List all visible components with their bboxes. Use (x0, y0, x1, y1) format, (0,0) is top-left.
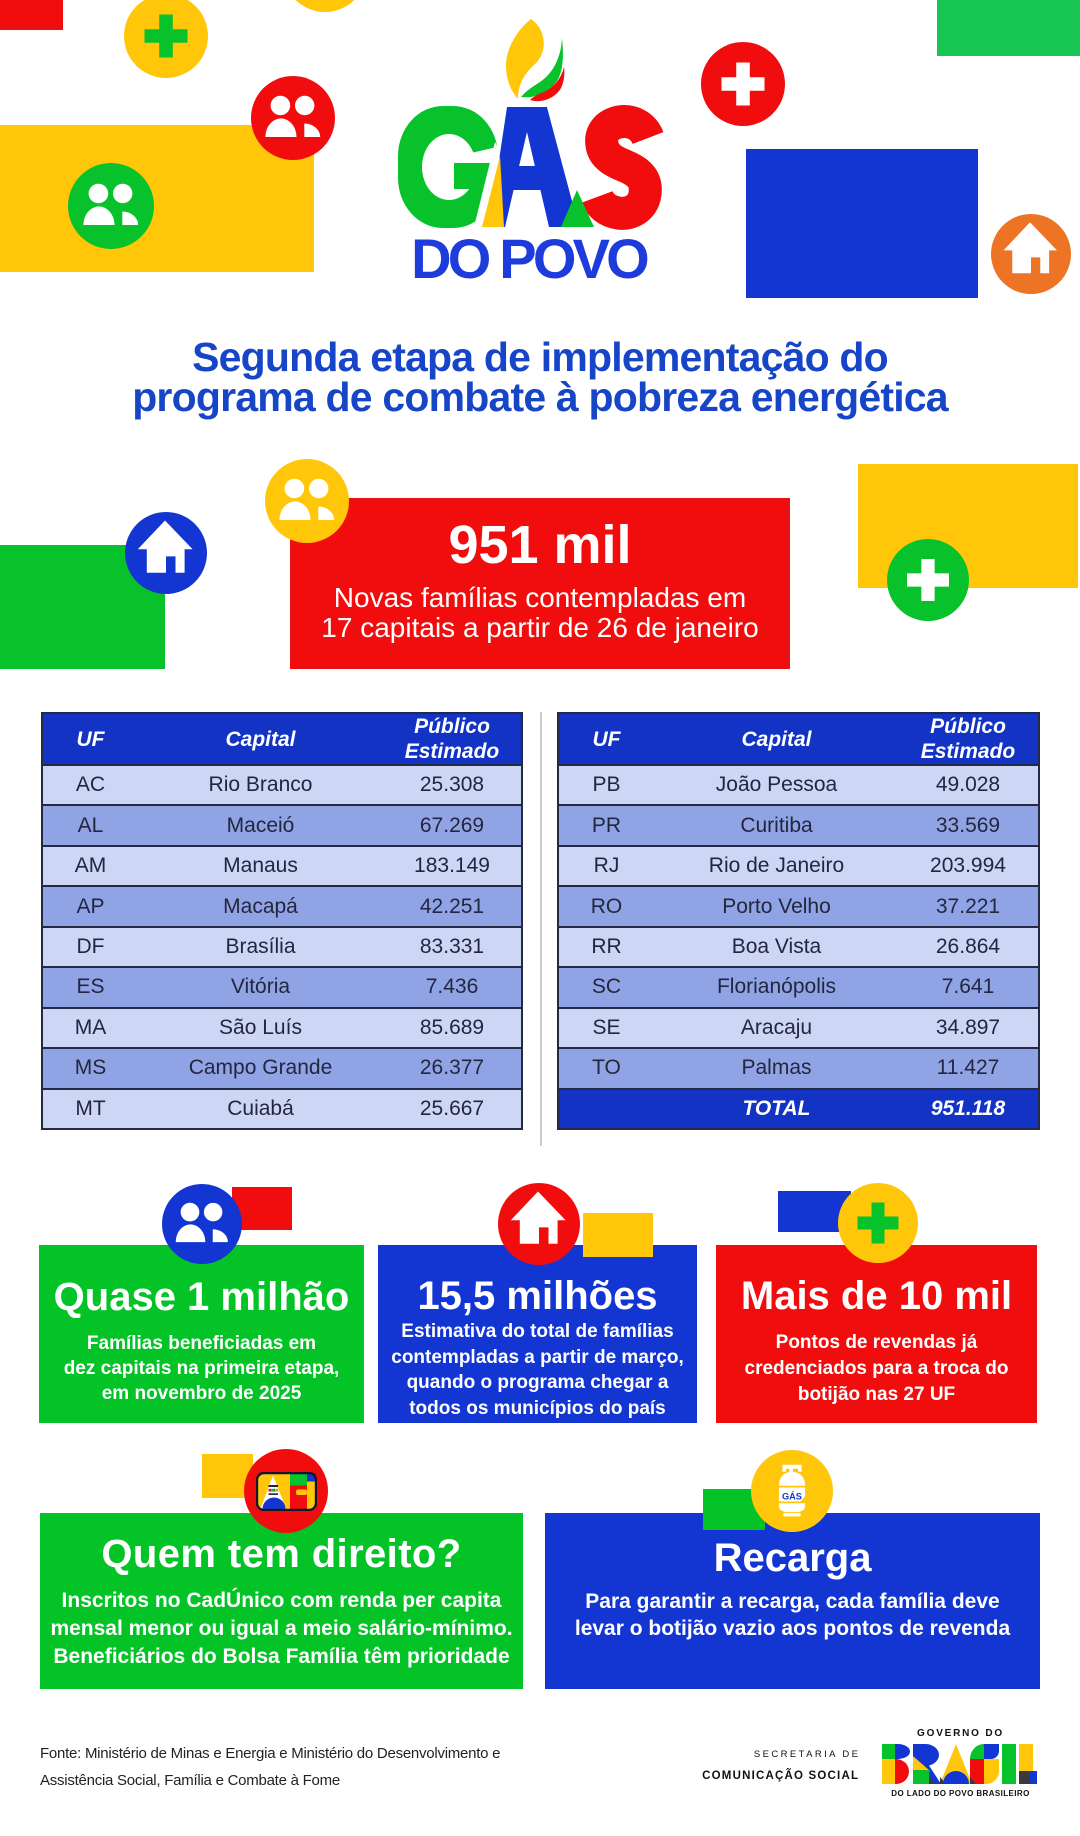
svg-text:GÁS: GÁS (782, 1491, 802, 1501)
